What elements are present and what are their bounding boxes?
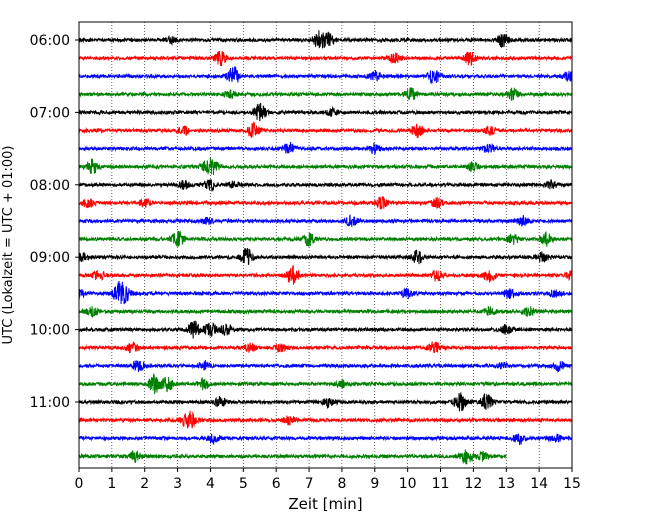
x-tick-label: 6 bbox=[272, 476, 281, 492]
seismogram-trace bbox=[78, 196, 573, 210]
plot-frame bbox=[78, 21, 573, 469]
seismogram-trace bbox=[78, 30, 573, 49]
seismogram-trace bbox=[78, 341, 573, 354]
seismogram-trace bbox=[78, 102, 573, 122]
x-tick-label: 15 bbox=[563, 476, 581, 492]
y-axis-label: UTC (Lokalzeit = UTC + 01:00) bbox=[1, 146, 16, 345]
seismogram-trace bbox=[78, 392, 573, 412]
seismogram-trace bbox=[78, 121, 573, 138]
x-tick-label: 5 bbox=[239, 476, 248, 492]
x-tick-label: 9 bbox=[370, 476, 379, 492]
x-tick-label: 14 bbox=[530, 476, 548, 492]
seismogram-trace bbox=[78, 373, 573, 394]
seismogram-trace bbox=[78, 87, 573, 101]
x-tick-label: 8 bbox=[337, 476, 346, 492]
seismogram-trace bbox=[78, 178, 573, 192]
y-tick-label: 10:00 bbox=[30, 323, 70, 339]
y-tick-label: 07:00 bbox=[30, 105, 70, 121]
seismogram-trace bbox=[78, 230, 573, 247]
seismogram-trace bbox=[78, 50, 573, 67]
x-tick-label: 13 bbox=[497, 476, 515, 492]
x-tick-label: 4 bbox=[206, 476, 215, 492]
seismogram-trace bbox=[78, 281, 573, 305]
seismogram-trace bbox=[78, 449, 507, 465]
seismogram-trace bbox=[78, 360, 573, 373]
seismogram-trace bbox=[78, 410, 573, 429]
seismogram-trace bbox=[78, 66, 573, 85]
y-tick-label: 06:00 bbox=[30, 33, 70, 49]
y-tick-label: 08:00 bbox=[30, 178, 70, 194]
y-tick-label: 11:00 bbox=[30, 395, 70, 411]
x-tick-label: 7 bbox=[305, 476, 314, 492]
seismogram-trace bbox=[78, 433, 573, 446]
x-tick-label: 1 bbox=[107, 476, 116, 492]
x-axis-label: Zeit [min] bbox=[288, 495, 362, 513]
seismogram-trace bbox=[78, 319, 573, 339]
x-tick-label: 3 bbox=[173, 476, 182, 492]
y-axis-ticks: 06:00 07:00 08:00 09:00 10:00 11:00 bbox=[30, 33, 79, 411]
seismogram-trace bbox=[78, 157, 573, 175]
x-tick-label: 12 bbox=[464, 476, 482, 492]
x-axis-ticks: 0 1 2 3 4 5 6 7 8 9 10 11 12 13 14 15 bbox=[75, 468, 581, 492]
x-tick-label: 2 bbox=[140, 476, 149, 492]
seismogram-trace bbox=[78, 248, 573, 265]
seismogram-trace bbox=[78, 142, 573, 155]
seismogram-traces bbox=[78, 30, 573, 465]
x-tick-label: 11 bbox=[432, 476, 450, 492]
seismogram-trace bbox=[78, 305, 573, 318]
y-tick-label: 09:00 bbox=[30, 250, 70, 266]
seismogram-trace bbox=[78, 214, 573, 227]
seismogram-trace bbox=[78, 265, 573, 285]
x-tick-label: 0 bbox=[75, 476, 84, 492]
x-tick-label: 10 bbox=[399, 476, 417, 492]
